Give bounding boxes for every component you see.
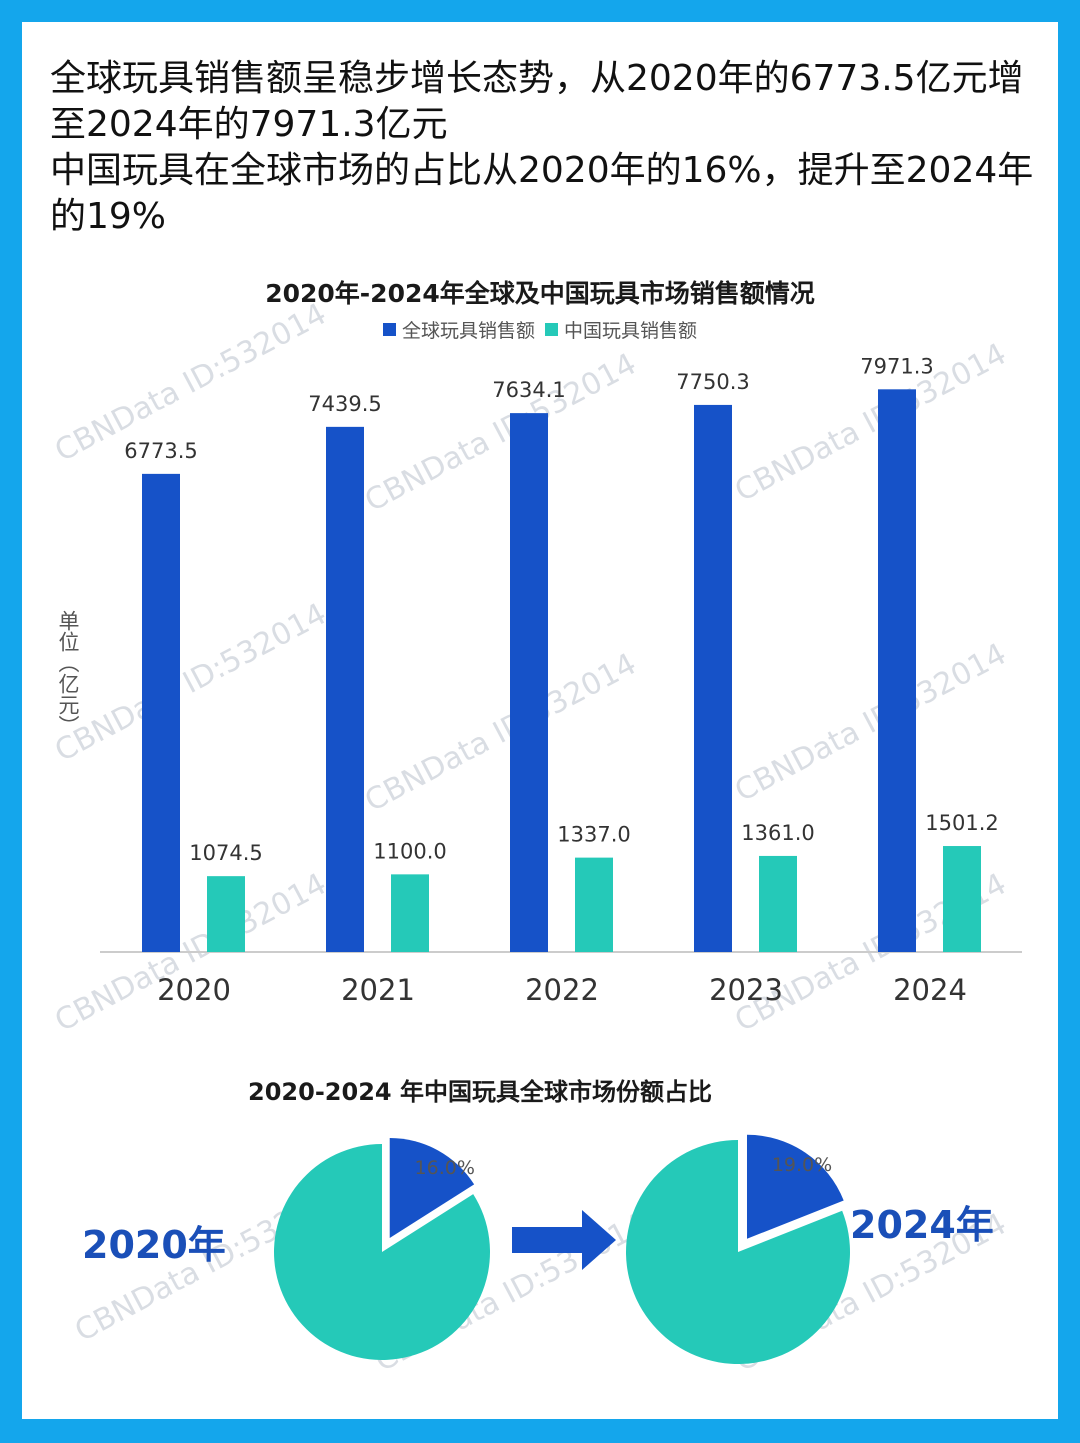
x-tick-label: 2022: [525, 973, 599, 1007]
infographic-card: 全球玩具销售额呈稳步增长态势，从2020年的6773.5亿元增至2024年的79…: [22, 22, 1058, 1419]
x-tick-label: 2024: [893, 973, 967, 1007]
pie-share-label: 19.0%: [772, 1154, 832, 1176]
data-label-global: 7971.3: [860, 354, 933, 378]
y-axis-label: 单位（亿元）: [56, 610, 80, 736]
legend-item-china: 中国玩具销售额: [545, 316, 697, 343]
pie-slice-china: [746, 1134, 844, 1239]
bar-chart-legend: 全球玩具销售额 中国玩具销售额: [22, 316, 1058, 343]
data-label-global: 7750.3: [676, 370, 749, 394]
watermark-text: CBNData ID:532014: [49, 597, 332, 770]
bar-global: [142, 473, 180, 952]
bar-china: [575, 857, 613, 952]
data-label-china: 1337.0: [557, 823, 630, 847]
data-label-global: 7634.1: [492, 378, 565, 402]
pie-share-label: 16.0%: [415, 1157, 475, 1179]
chart-canvas: CBNData ID:532014 CBNData ID:532014 CBNDat…: [49, 297, 1022, 1379]
intro-line-china: 中国玩具在全球市场的占比从2020年的16%，提升至2024年的19%: [50, 150, 1034, 237]
data-label-china: 1361.0: [741, 821, 814, 845]
data-label-china: 1074.5: [189, 841, 262, 865]
pie-slice-rest: [274, 1144, 491, 1360]
x-tick-label: 2020: [157, 973, 231, 1007]
bar-china: [391, 874, 429, 952]
bar-global: [878, 389, 916, 952]
data-label-china: 1501.2: [925, 811, 998, 835]
arrow-icon: [512, 1210, 616, 1270]
watermark-text: CBNData ID:532014: [359, 647, 642, 820]
bar-global: [694, 404, 732, 952]
watermark-text: CBNData ID:532014: [729, 637, 1012, 810]
legend-label-global: 全球玩具销售额: [401, 320, 535, 342]
bar-global: [510, 413, 548, 953]
data-label-global: 6773.5: [124, 439, 197, 463]
pie-slice-rest: [626, 1140, 850, 1364]
pie-chart-title: 2020-2024 年中国玩具全球市场份额占比: [248, 1078, 712, 1106]
pie-label-2020: 2020年: [82, 1223, 226, 1267]
intro-line-global: 全球玩具销售额呈稳步增长态势，从2020年的6773.5亿元增至2024年的79…: [50, 58, 1024, 145]
bar-china: [207, 876, 245, 952]
watermark-text: CBNData ID:532014: [359, 347, 642, 520]
x-tick-label: 2023: [709, 973, 783, 1007]
x-tick-label: 2021: [341, 973, 415, 1007]
data-label-global: 7439.5: [308, 392, 381, 416]
legend-swatch-china: [545, 323, 558, 336]
bar-china: [943, 846, 981, 952]
legend-item-global: 全球玩具销售额: [382, 316, 535, 343]
pie-slice-china: [389, 1137, 475, 1238]
data-label-china: 1100.0: [373, 839, 446, 863]
bar-global: [326, 426, 364, 952]
legend-label-china: 中国玩具销售额: [564, 320, 698, 342]
bar-china: [759, 855, 797, 952]
intro-text: 全球玩具销售额呈稳步增长态势，从2020年的6773.5亿元增至2024年的79…: [50, 56, 1040, 240]
legend-swatch-global: [382, 323, 396, 336]
bar-chart-title: 2020年-2024年全球及中国玩具市场销售额情况: [265, 279, 815, 308]
pie-label-2024: 2024年: [850, 1203, 994, 1247]
